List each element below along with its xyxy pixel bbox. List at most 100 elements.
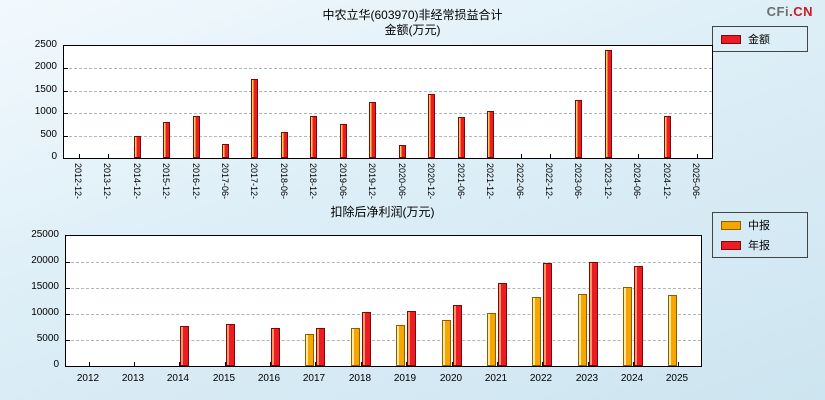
gridline xyxy=(66,262,701,263)
y-axis-label: 0 xyxy=(51,151,57,162)
legend-item-interim: 中报 xyxy=(721,217,799,233)
y-axis-label: 5000 xyxy=(36,333,59,344)
y-axis-tick xyxy=(64,68,68,69)
x-axis-label: 2022-06- xyxy=(515,163,525,200)
x-axis-tick xyxy=(179,362,180,366)
y-axis-label: 10000 xyxy=(31,307,59,318)
x-axis-label: 2012 xyxy=(76,373,100,384)
y-axis-label: 0 xyxy=(53,359,59,370)
bar-金额 xyxy=(458,117,465,158)
x-axis-label: 2021-06- xyxy=(456,163,466,200)
x-axis-tick xyxy=(697,154,698,158)
bar-年报 xyxy=(498,283,507,366)
x-axis-label: 2022-12- xyxy=(544,163,554,200)
y-axis-label: 500 xyxy=(40,129,57,140)
interim-legend-label: 中报 xyxy=(748,220,770,232)
gridline xyxy=(66,288,701,289)
bar-年报 xyxy=(543,263,552,366)
bar-金额 xyxy=(340,124,347,158)
x-axis-label: 2024-12- xyxy=(662,163,672,200)
x-axis-tick xyxy=(134,362,135,366)
gridline xyxy=(64,68,712,69)
y-axis-label: 20000 xyxy=(31,255,59,266)
x-axis-tick xyxy=(633,362,634,366)
x-axis-tick xyxy=(108,154,109,158)
x-axis-label: 2016-12- xyxy=(191,163,201,200)
x-axis-tick xyxy=(315,362,316,366)
bar-中报 xyxy=(487,313,496,366)
bar-金额 xyxy=(222,144,229,158)
top-chart-title-line2: 金额(万元) xyxy=(384,23,441,37)
x-axis-label: 2018-12- xyxy=(308,163,318,200)
x-axis-tick xyxy=(497,362,498,366)
x-axis-label: 2020-12- xyxy=(426,163,436,200)
y-axis-tick xyxy=(64,136,68,137)
x-axis-tick xyxy=(270,362,271,366)
bar-中报 xyxy=(351,328,360,366)
x-axis-label: 2017 xyxy=(302,373,326,384)
top-chart-title-line1: 中农立华(603970)非经常损益合计 xyxy=(322,8,503,22)
bar-中报 xyxy=(442,320,451,366)
bar-金额 xyxy=(369,102,376,158)
y-axis-label: 25000 xyxy=(31,229,59,240)
gridline xyxy=(66,340,701,341)
top-chart-plot-area xyxy=(63,45,713,159)
legend-item-annual: 年报 xyxy=(721,237,799,253)
x-axis-tick xyxy=(452,362,453,366)
amount-legend-swatch xyxy=(721,34,741,44)
x-axis-label: 2019-12- xyxy=(367,163,377,200)
bar-金额 xyxy=(251,79,258,158)
x-axis-label: 2023-12- xyxy=(603,163,613,200)
gridline xyxy=(64,136,712,137)
x-axis-tick xyxy=(542,362,543,366)
bottom-chart-title: 扣除后净利润(万元) xyxy=(65,205,700,220)
x-axis-tick xyxy=(406,362,407,366)
y-axis-tick xyxy=(66,314,70,315)
bar-金额 xyxy=(163,122,170,158)
x-axis-label: 2022 xyxy=(529,373,553,384)
gridline xyxy=(64,113,712,114)
y-axis-label: 1500 xyxy=(34,84,57,95)
cfi-logo: CFi.CN xyxy=(767,4,813,19)
x-axis-label: 2021 xyxy=(484,373,508,384)
x-axis-label: 2019-06- xyxy=(338,163,348,200)
bar-中报 xyxy=(623,287,632,366)
bar-金额 xyxy=(575,100,582,158)
bar-年报 xyxy=(226,324,235,366)
bar-年报 xyxy=(407,311,416,366)
x-axis-label: 2014 xyxy=(166,373,190,384)
gridline xyxy=(64,91,712,92)
x-axis-label: 2025-06- xyxy=(691,163,701,200)
x-axis-label: 2017-06- xyxy=(220,163,230,200)
bar-年报 xyxy=(634,266,643,366)
x-axis-label: 2019 xyxy=(393,373,417,384)
bar-金额 xyxy=(193,116,200,158)
x-axis-label: 2015-12- xyxy=(161,163,171,200)
x-axis-label: 2025 xyxy=(665,373,689,384)
x-axis-tick xyxy=(89,362,90,366)
bar-金额 xyxy=(281,132,288,158)
bar-金额 xyxy=(605,50,612,158)
bottom-chart-legend: 中报 年报 xyxy=(712,212,808,258)
x-axis-label: 2018-06- xyxy=(279,163,289,200)
bar-金额 xyxy=(310,116,317,158)
bar-中报 xyxy=(305,334,314,366)
y-axis-label: 2000 xyxy=(34,61,57,72)
y-axis-tick xyxy=(66,288,70,289)
x-axis-label: 2015 xyxy=(212,373,236,384)
x-axis-label: 2012-12- xyxy=(73,163,83,200)
cfi-logo-prefix: CFi xyxy=(766,4,790,19)
x-axis-label: 2018 xyxy=(348,373,372,384)
bar-年报 xyxy=(271,328,280,366)
bar-年报 xyxy=(589,262,598,366)
x-axis-label: 2020 xyxy=(439,373,463,384)
annual-legend-label: 年报 xyxy=(748,240,770,252)
interim-legend-swatch xyxy=(721,220,741,230)
x-axis-label: 2017-12- xyxy=(249,163,259,200)
x-axis-tick xyxy=(79,154,80,158)
x-axis-tick xyxy=(550,154,551,158)
y-axis-tick xyxy=(66,262,70,263)
x-axis-label: 2023-06- xyxy=(573,163,583,200)
y-axis-label: 2500 xyxy=(34,39,57,50)
top-chart-legend: 金额 xyxy=(712,26,808,52)
